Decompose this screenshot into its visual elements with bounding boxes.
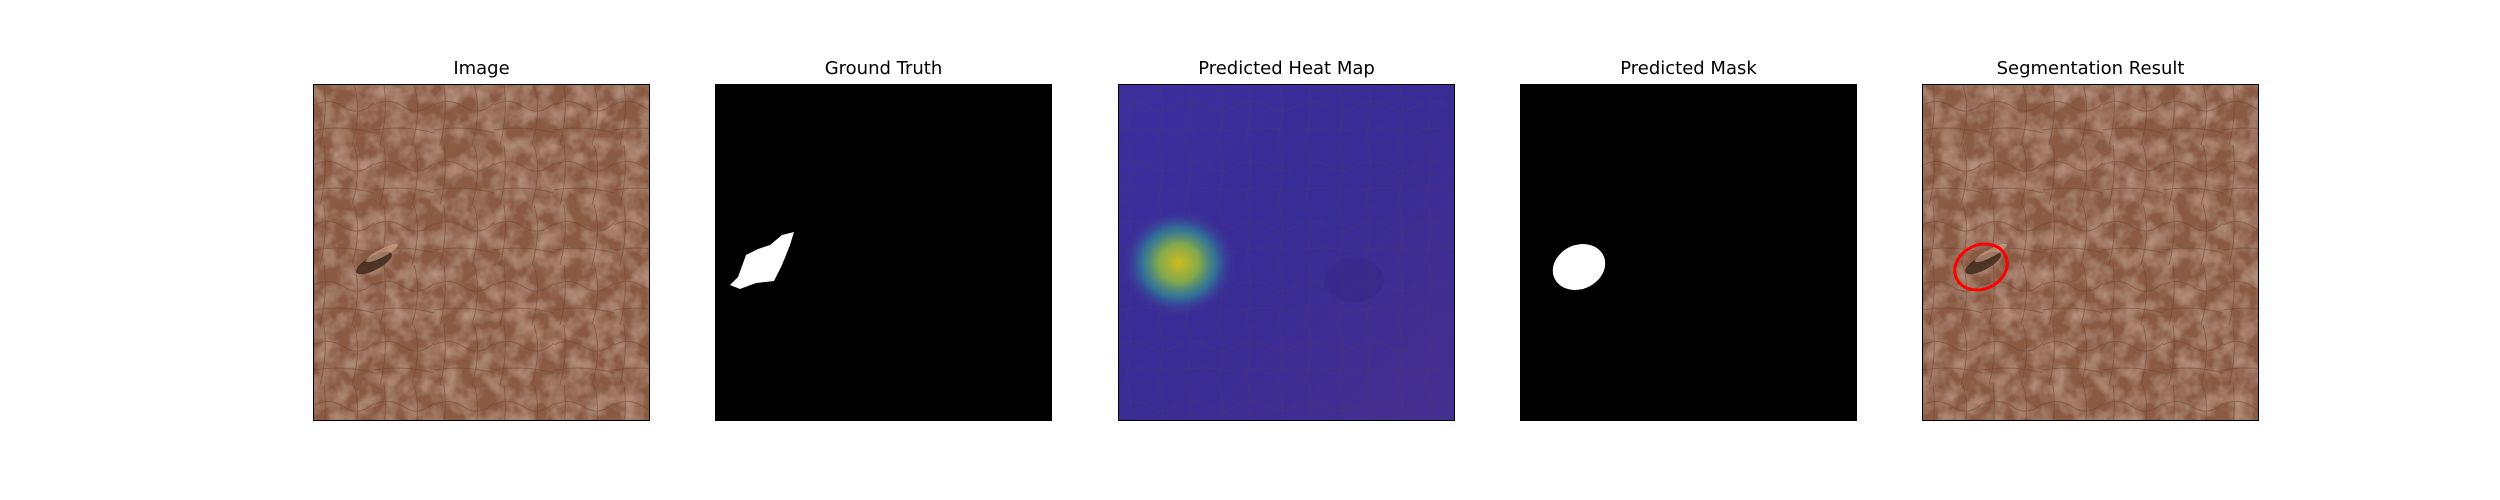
panel-title: Segmentation Result bbox=[1996, 58, 2185, 79]
ground-truth-region bbox=[730, 232, 794, 289]
panel-title: Image bbox=[453, 58, 510, 79]
segmentation-result bbox=[1922, 84, 2259, 421]
ground-truth-mask bbox=[715, 84, 1052, 421]
defect-mark bbox=[356, 243, 399, 275]
panel-heat-map: Predicted Heat Map bbox=[1118, 0, 1455, 430]
leather-image bbox=[313, 84, 650, 421]
panel-image: Image bbox=[313, 0, 650, 430]
predicted-region bbox=[1552, 244, 1606, 290]
predicted-mask bbox=[1520, 84, 1857, 421]
panel-title: Predicted Heat Map bbox=[1198, 58, 1375, 79]
panel-predicted-mask: Predicted Mask bbox=[1520, 0, 1857, 430]
heat-hotspot bbox=[1121, 209, 1237, 317]
panel-title: Predicted Mask bbox=[1620, 58, 1757, 79]
panel-ground-truth: Ground Truth bbox=[715, 0, 1052, 430]
heat-map bbox=[1118, 84, 1455, 421]
panel-title: Ground Truth bbox=[824, 58, 943, 79]
panel-segmentation-result: Segmentation Result bbox=[1922, 0, 2259, 430]
segmentation-contour bbox=[1953, 242, 2009, 292]
